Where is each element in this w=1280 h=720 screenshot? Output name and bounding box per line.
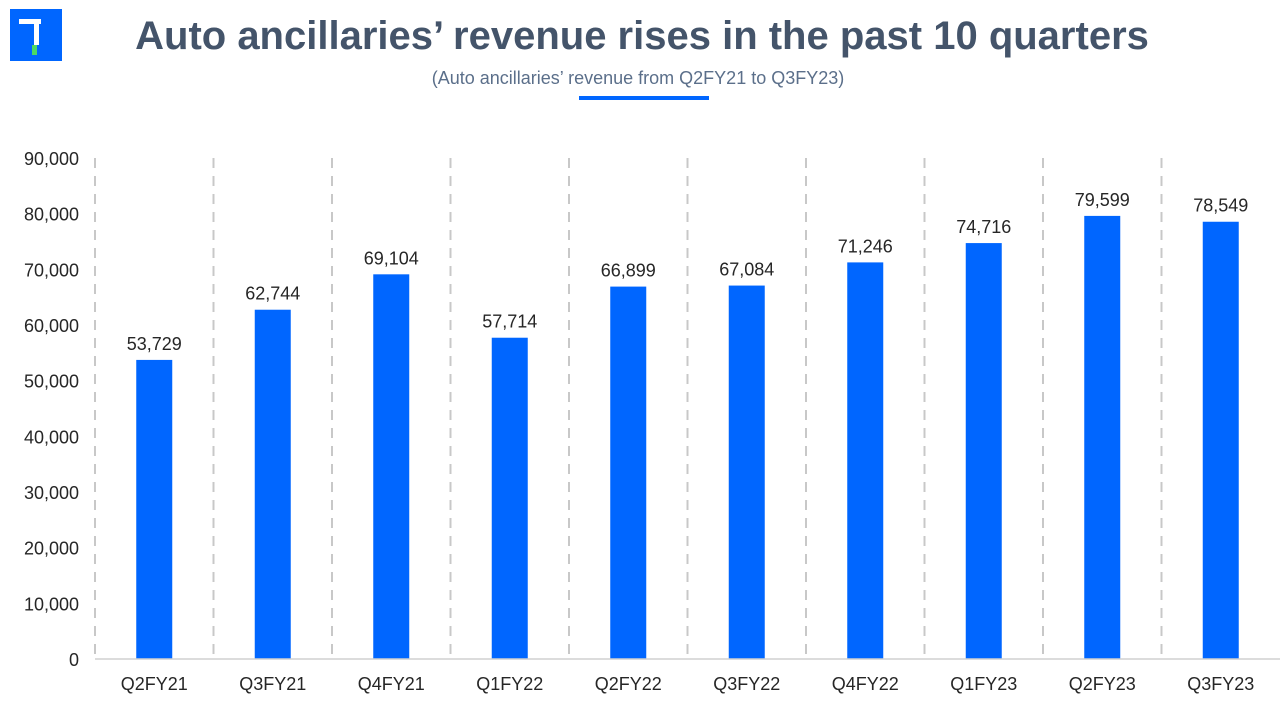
bar <box>728 285 765 659</box>
y-tick-label: 0 <box>69 650 79 670</box>
x-tick-label: Q2FY22 <box>595 674 662 694</box>
bar <box>965 243 1002 659</box>
y-tick-label: 10,000 <box>24 594 79 614</box>
bar <box>254 309 291 659</box>
y-tick-label: 70,000 <box>24 260 79 280</box>
bar <box>491 337 528 659</box>
x-tick-label: Q2FY23 <box>1069 674 1136 694</box>
x-axis: Q2FY21 Q3FY21 Q4FY21 Q1FY22 Q2FY22 Q3FY22 Q4FY… <box>95 658 1280 694</box>
y-axis: 0 10,000 20,000 30,000 40,000 50,000 60,000 70,… <box>24 149 79 670</box>
y-tick-label: 30,000 <box>24 483 79 503</box>
data-label: 78,549 <box>1193 196 1248 216</box>
bar <box>1202 221 1239 659</box>
data-label: 74,716 <box>956 217 1011 237</box>
x-tick-label: Q3FY21 <box>239 674 306 694</box>
title-underline <box>579 96 709 100</box>
y-tick-label: 40,000 <box>24 427 79 447</box>
bar <box>610 286 647 659</box>
bar <box>1084 215 1121 659</box>
data-label: 69,104 <box>364 248 419 268</box>
data-label: 71,246 <box>838 236 893 256</box>
grid-separators <box>94 158 1163 659</box>
x-tick-label: Q1FY22 <box>476 674 543 694</box>
bar <box>136 359 173 659</box>
data-label: 53,729 <box>127 334 182 354</box>
x-tick-label: Q4FY22 <box>832 674 899 694</box>
y-tick-label: 60,000 <box>24 316 79 336</box>
y-tick-label: 90,000 <box>24 149 79 169</box>
x-tick-label: Q4FY21 <box>358 674 425 694</box>
x-tick-label: Q3FY22 <box>713 674 780 694</box>
x-tick-label: Q2FY21 <box>121 674 188 694</box>
y-tick-label: 20,000 <box>24 539 79 559</box>
chart-title: Auto ancillaries’ revenue rises in the p… <box>135 14 1149 58</box>
data-labels: 53,729 62,744 69,104 57,714 66,899 67,084 71,2… <box>127 190 1249 354</box>
data-label: 57,714 <box>482 312 537 332</box>
data-label: 67,084 <box>719 260 774 280</box>
bars <box>136 215 1239 659</box>
y-tick-label: 50,000 <box>24 372 79 392</box>
brand-logo-icon <box>10 9 62 61</box>
data-label: 66,899 <box>601 261 656 281</box>
data-label: 62,744 <box>245 284 300 304</box>
data-label: 79,599 <box>1075 190 1130 210</box>
bar <box>373 274 410 659</box>
x-tick-label: Q1FY23 <box>950 674 1017 694</box>
y-tick-label: 80,000 <box>24 205 79 225</box>
chart-subtitle: (Auto ancillaries’ revenue from Q2FY21 t… <box>431 68 845 88</box>
x-tick-label: Q3FY23 <box>1187 674 1254 694</box>
bar <box>847 262 884 659</box>
